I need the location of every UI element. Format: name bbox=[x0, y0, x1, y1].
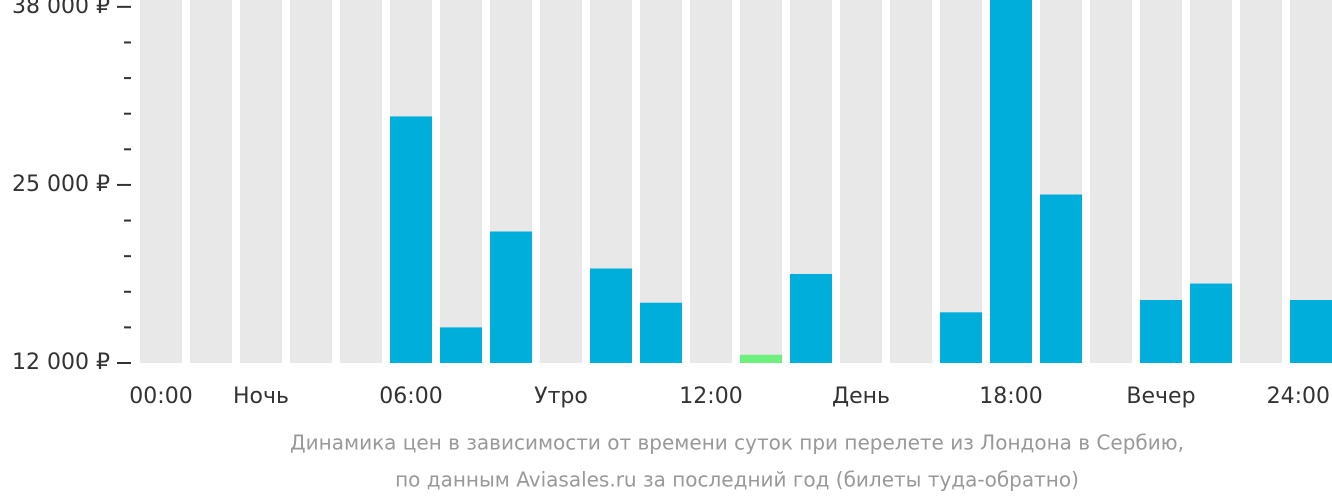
x-tick-label: 00:00 bbox=[129, 384, 192, 409]
x-tick-label: День bbox=[832, 384, 890, 409]
x-tick-label: Вечер bbox=[1126, 384, 1195, 409]
bar bbox=[790, 273, 832, 363]
slot-background bbox=[690, 0, 732, 363]
slot-background bbox=[640, 0, 682, 363]
slot-background bbox=[240, 0, 282, 363]
bar bbox=[490, 231, 532, 363]
x-tick-label: Ночь bbox=[233, 384, 289, 409]
slot-background bbox=[340, 0, 382, 363]
slot-background bbox=[140, 0, 182, 363]
bar bbox=[1040, 194, 1082, 363]
bar bbox=[590, 268, 632, 363]
bar bbox=[1290, 299, 1332, 363]
bar bbox=[940, 312, 982, 363]
bar bbox=[990, 0, 1032, 363]
slot-background bbox=[740, 0, 782, 363]
bar bbox=[440, 327, 482, 363]
x-tick-label: Утро bbox=[534, 384, 588, 409]
x-tick-label: 06:00 bbox=[379, 384, 442, 409]
bar bbox=[740, 354, 782, 363]
caption: по данным Aviasales.ru за последний год … bbox=[395, 468, 1079, 492]
x-tick-label: 12:00 bbox=[679, 384, 742, 409]
caption: Динамика цен в зависимости от времени су… bbox=[290, 431, 1184, 455]
bar bbox=[1190, 283, 1232, 363]
slot-background bbox=[290, 0, 332, 363]
slot-background bbox=[1240, 0, 1282, 363]
slot-background bbox=[540, 0, 582, 363]
slot-background bbox=[440, 0, 482, 363]
y-tick-label: 25 000 ₽ bbox=[12, 172, 110, 197]
slot-background bbox=[190, 0, 232, 363]
slot-background bbox=[940, 0, 982, 363]
y-tick-label: 12 000 ₽ bbox=[12, 350, 110, 375]
bar bbox=[390, 116, 432, 363]
slot-background bbox=[840, 0, 882, 363]
bar bbox=[1140, 299, 1182, 363]
slot-background bbox=[890, 0, 932, 363]
slot-background bbox=[1090, 0, 1132, 363]
x-tick-label: 24:00 bbox=[1267, 384, 1330, 409]
y-tick-label: 38 000 ₽ bbox=[12, 0, 110, 19]
bar bbox=[640, 302, 682, 363]
x-tick-label: 18:00 bbox=[979, 384, 1042, 409]
